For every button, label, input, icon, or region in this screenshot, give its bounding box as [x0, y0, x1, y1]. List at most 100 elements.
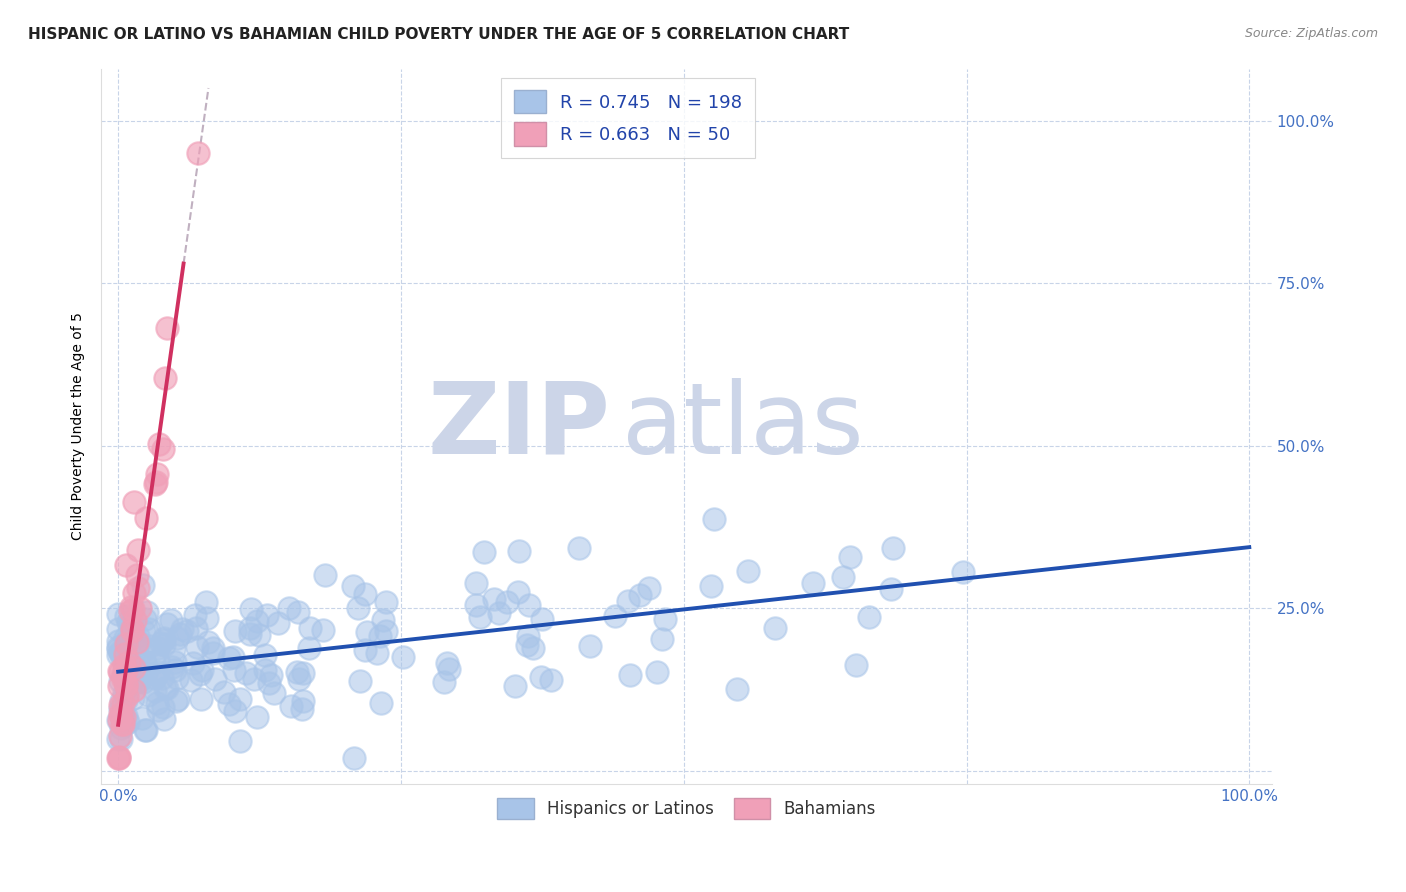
Point [247, 628, 270, 642]
Point [239, 621, 262, 635]
Point [112, 657, 135, 672]
Point [288, 672, 311, 686]
Point [125, 643, 148, 657]
Point [145, 475, 167, 489]
Point [278, 600, 301, 615]
Point [186, 640, 208, 655]
Point [111, 711, 134, 725]
Point [108, 673, 131, 688]
Point [292, 693, 315, 707]
Point [260, 668, 283, 682]
Point [311, 624, 333, 638]
Point [801, 576, 824, 591]
Point [190, 691, 212, 706]
Point [152, 631, 174, 645]
Point [118, 617, 141, 632]
Point [163, 663, 186, 677]
Point [128, 601, 150, 615]
Point [373, 613, 395, 627]
Text: HISPANIC OR LATINO VS BAHAMIAN CHILD POVERTY UNDER THE AGE OF 5 CORRELATION CHAR: HISPANIC OR LATINO VS BAHAMIAN CHILD POV… [28, 27, 849, 42]
Point [122, 586, 145, 600]
Point [112, 718, 135, 732]
Point [115, 608, 138, 623]
Point [224, 624, 246, 639]
Point [134, 612, 156, 626]
Point [356, 624, 378, 639]
Point [143, 655, 166, 669]
Point [118, 678, 141, 692]
Point [517, 629, 540, 643]
Point [343, 750, 366, 764]
Point [628, 589, 651, 603]
Point [229, 734, 252, 748]
Point [280, 699, 302, 714]
Point [291, 665, 314, 680]
Point [153, 681, 176, 695]
Point [107, 732, 129, 747]
Point [218, 697, 240, 711]
Point [148, 437, 170, 451]
Point [619, 668, 641, 682]
Point [117, 715, 139, 730]
Point [243, 672, 266, 686]
Point [156, 617, 179, 632]
Point [107, 640, 129, 655]
Point [155, 371, 177, 385]
Point [110, 701, 132, 715]
Point [342, 579, 364, 593]
Point [115, 687, 138, 701]
Point [651, 632, 673, 646]
Point [150, 636, 173, 650]
Point [135, 723, 157, 737]
Point [145, 666, 167, 681]
Point [167, 692, 190, 706]
Point [645, 665, 668, 680]
Point [298, 640, 321, 655]
Point [146, 654, 169, 668]
Point [118, 656, 141, 670]
Point [107, 642, 129, 657]
Point [347, 601, 370, 615]
Point [111, 717, 134, 731]
Point [568, 541, 591, 555]
Point [654, 612, 676, 626]
Point [195, 611, 218, 625]
Legend: Hispanics or Latinos, Bahamians: Hispanics or Latinos, Bahamians [491, 792, 883, 825]
Point [139, 639, 162, 653]
Point [134, 723, 156, 737]
Point [204, 672, 226, 686]
Point [114, 655, 136, 669]
Point [136, 605, 159, 619]
Point [464, 598, 486, 612]
Point [522, 641, 544, 656]
Point [180, 673, 202, 687]
Point [218, 650, 240, 665]
Point [166, 631, 188, 645]
Point [121, 691, 143, 706]
Point [134, 656, 156, 670]
Point [530, 612, 553, 626]
Point [138, 622, 160, 636]
Point [156, 321, 179, 335]
Point [117, 689, 139, 703]
Point [112, 709, 135, 723]
Point [122, 623, 145, 637]
Point [506, 585, 529, 599]
Point [135, 511, 157, 525]
Point [291, 702, 314, 716]
Point [181, 657, 204, 671]
Point [132, 577, 155, 591]
Point [114, 647, 136, 661]
Point [256, 608, 278, 623]
Point [135, 665, 157, 680]
Point [132, 624, 155, 638]
Point [112, 686, 135, 700]
Point [108, 698, 131, 712]
Point [858, 610, 880, 624]
Point [845, 657, 868, 672]
Point [118, 604, 141, 618]
Point [107, 648, 129, 662]
Text: atlas: atlas [623, 377, 863, 475]
Point [110, 731, 132, 746]
Point [170, 623, 193, 637]
